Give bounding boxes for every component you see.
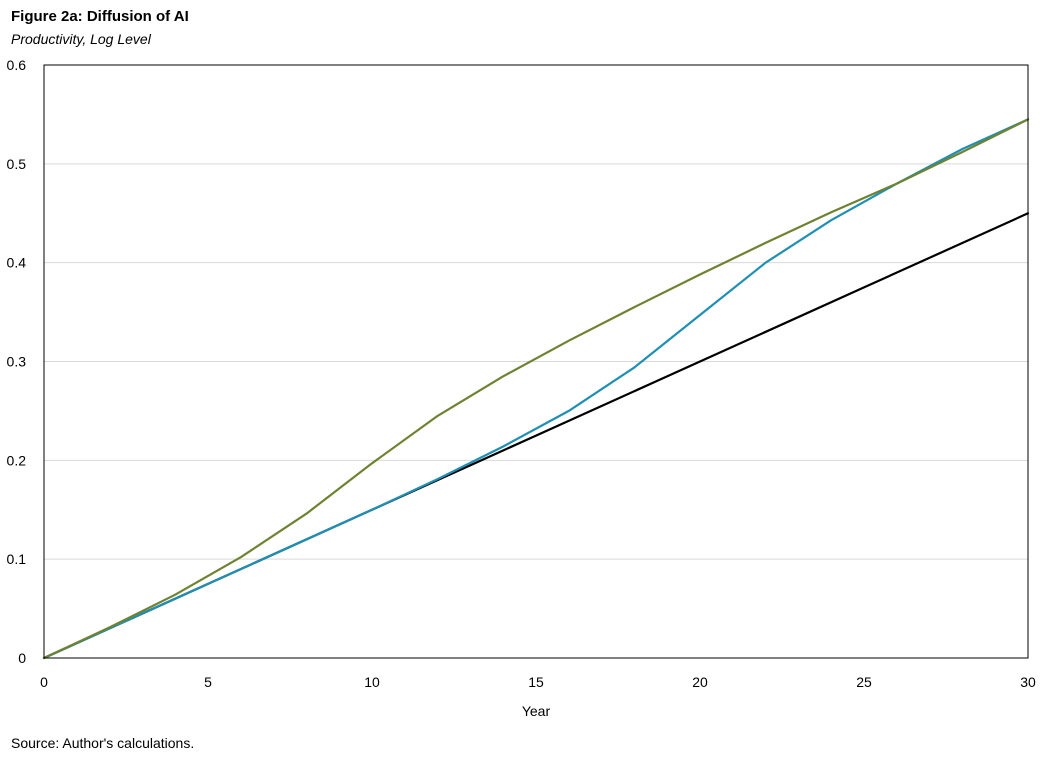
y-tick-label: 0.6 xyxy=(7,57,27,73)
series-line-2 xyxy=(42,118,1030,660)
y-tick-label: 0.5 xyxy=(7,156,27,172)
y-tick-label: 0.4 xyxy=(7,255,27,271)
y-axis-ticks: 0 0.1 0.2 0.3 0.4 0.5 0.6 xyxy=(7,57,27,666)
series-line-3 xyxy=(42,118,1030,660)
source-note: Source: Author's calculations. xyxy=(11,735,195,751)
y-tick-label: 0.2 xyxy=(7,452,27,468)
x-axis-label: Year xyxy=(522,703,551,719)
x-tick-label: 5 xyxy=(204,674,212,690)
y-tick-label: 0.1 xyxy=(7,551,27,567)
x-tick-label: 20 xyxy=(692,674,708,690)
x-tick-label: 10 xyxy=(364,674,380,690)
x-axis-ticks: 0 5 10 15 20 25 30 xyxy=(40,674,1036,690)
y-tick-label: 0 xyxy=(18,650,26,666)
x-tick-label: 0 xyxy=(40,674,48,690)
chart-subtitle: Productivity, Log Level xyxy=(11,31,151,47)
chart-title: Figure 2a: Diffusion of AI xyxy=(11,8,189,25)
y-tick-label: 0.3 xyxy=(7,354,27,370)
x-tick-label: 25 xyxy=(856,674,872,690)
x-tick-label: 15 xyxy=(528,674,544,690)
plot-frame xyxy=(43,64,1029,659)
series-lines xyxy=(42,118,1030,660)
x-tick-label: 30 xyxy=(1020,674,1036,690)
gridlines xyxy=(44,163,1028,560)
